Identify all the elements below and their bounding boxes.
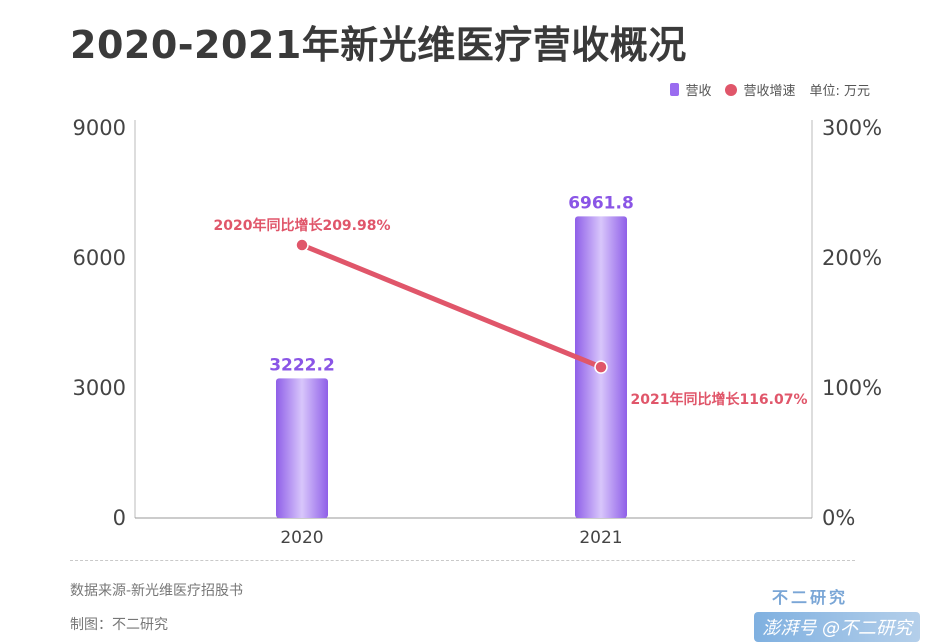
unit-label: 单位: 万元	[809, 84, 870, 99]
legend-label-revenue: 营收	[685, 84, 712, 99]
growth-label: 2021年同比增长116.07%	[630, 391, 807, 408]
x-tick-label: 2021	[579, 528, 622, 548]
y-left-ticks: 0 3000 6000 9000	[73, 116, 126, 530]
growth-point[interactable]	[594, 360, 608, 374]
y-left-tick-label: 6000	[73, 246, 126, 270]
watermark-platform: 澎湃号 @不二研究	[754, 612, 920, 642]
page-title: 2020-2021年新光维医疗营收概况	[70, 23, 687, 67]
revenue-bar-label: 3222.2	[269, 355, 335, 375]
revenue-swatch-icon	[670, 83, 680, 96]
legend-item-growth[interactable]: 营收增速	[725, 80, 795, 99]
y-right-tick-label: 200%	[822, 246, 882, 270]
source-note: 数据来源-新光维医疗招股书	[70, 583, 244, 599]
chart-area: 0 3000 6000 9000 0% 100% 200% 300% 3222.2 6961.…	[73, 116, 883, 548]
divider	[70, 560, 855, 561]
y-right-tick-label: 300%	[822, 116, 882, 140]
growth-point[interactable]	[295, 238, 309, 252]
growth-swatch-icon	[725, 83, 738, 96]
watermark-logo: 不二研究	[771, 588, 848, 607]
growth-line	[299, 242, 604, 370]
growth-label: 2020年同比增长209.98%	[213, 217, 390, 234]
legend-label-growth: 营收增速	[743, 84, 796, 99]
y-right-ticks: 0% 100% 200% 300%	[822, 116, 882, 530]
x-tick-label: 2020	[280, 528, 323, 548]
y-left-tick-label: 3000	[73, 376, 126, 400]
y-right-tick-label: 100%	[822, 376, 882, 400]
line-series: 2020年同比增长209.98% 2021年同比增长116.07%	[213, 217, 807, 408]
legend: 营收 营收增速 单位: 万元	[670, 80, 870, 99]
revenue-bar-label: 6961.8	[568, 193, 634, 213]
y-left-tick-label: 0	[113, 506, 126, 530]
x-ticks: 2020 2021	[280, 528, 622, 548]
revenue-bar[interactable]	[276, 378, 328, 518]
y-right-tick-label: 0%	[822, 506, 855, 530]
legend-item-revenue[interactable]: 营收	[670, 80, 711, 99]
credit-note: 制图：不二研究	[70, 617, 168, 633]
y-left-tick-label: 9000	[73, 116, 126, 140]
bar-labels: 3222.2 6961.8	[269, 193, 634, 375]
